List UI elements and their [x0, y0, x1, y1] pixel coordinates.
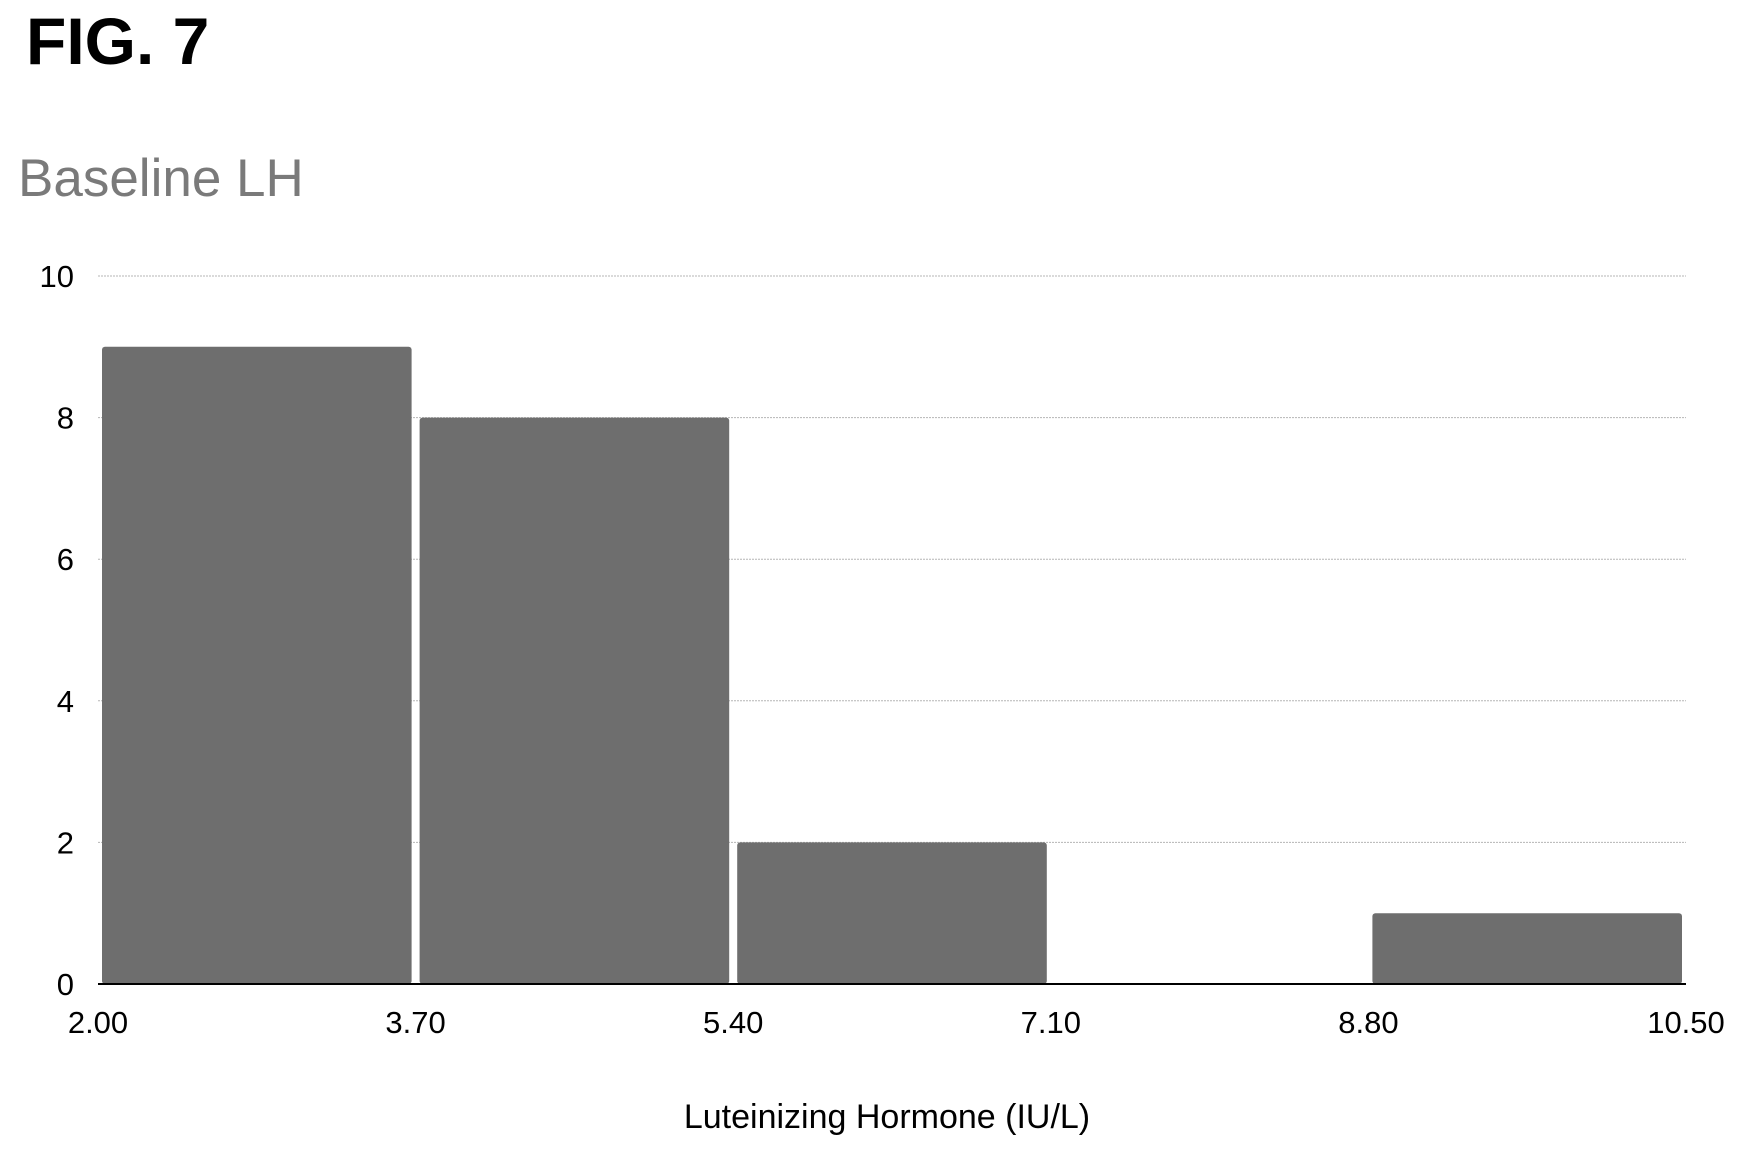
y-tick-label: 10 [40, 259, 74, 294]
y-tick-label: 4 [57, 684, 74, 719]
x-tick-label: 5.40 [703, 1005, 763, 1040]
x-tick-labels: 2.00 3.70 5.40 7.10 8.80 10.50 [68, 1005, 1725, 1040]
x-tick-label: 8.80 [1338, 1005, 1398, 1040]
y-tick-label: 0 [57, 967, 74, 1002]
figure-label: FIG. 7 [26, 4, 210, 78]
y-tick-label: 8 [57, 401, 74, 436]
x-tick-label: 10.50 [1647, 1005, 1725, 1040]
chart-title: Baseline LH [18, 149, 304, 208]
histogram-bar [419, 417, 730, 985]
y-tick-label: 6 [57, 542, 74, 577]
histogram-bar [737, 842, 1047, 984]
y-tick-label: 2 [57, 825, 74, 860]
x-axis-title: Luteinizing Hormone (IU/L) [684, 1098, 1090, 1136]
histogram-bar [102, 346, 412, 984]
x-tick-label: 7.10 [1021, 1005, 1081, 1040]
y-tick-labels: 0 2 4 6 8 10 [40, 259, 74, 1002]
x-tick-label: 3.70 [385, 1005, 445, 1040]
histogram-bars [102, 346, 1682, 985]
histogram-bar [1372, 913, 1682, 984]
x-tick-label: 2.00 [68, 1005, 128, 1040]
